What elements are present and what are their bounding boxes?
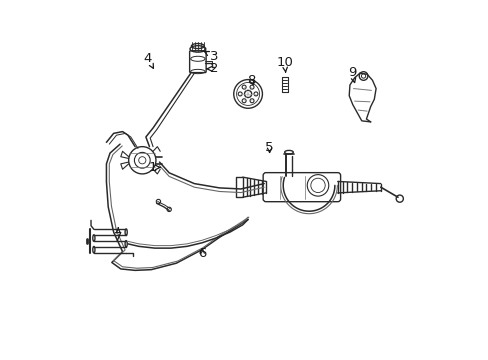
Text: 8: 8 (247, 74, 255, 87)
Text: 4: 4 (143, 51, 153, 68)
Text: 9: 9 (347, 66, 356, 82)
Text: 5: 5 (265, 141, 273, 154)
Text: 1: 1 (148, 161, 160, 174)
Text: 10: 10 (276, 56, 292, 72)
Text: 3: 3 (204, 50, 218, 63)
Text: 2: 2 (206, 62, 218, 75)
Text: 7: 7 (114, 228, 122, 244)
Text: 6: 6 (198, 247, 206, 260)
